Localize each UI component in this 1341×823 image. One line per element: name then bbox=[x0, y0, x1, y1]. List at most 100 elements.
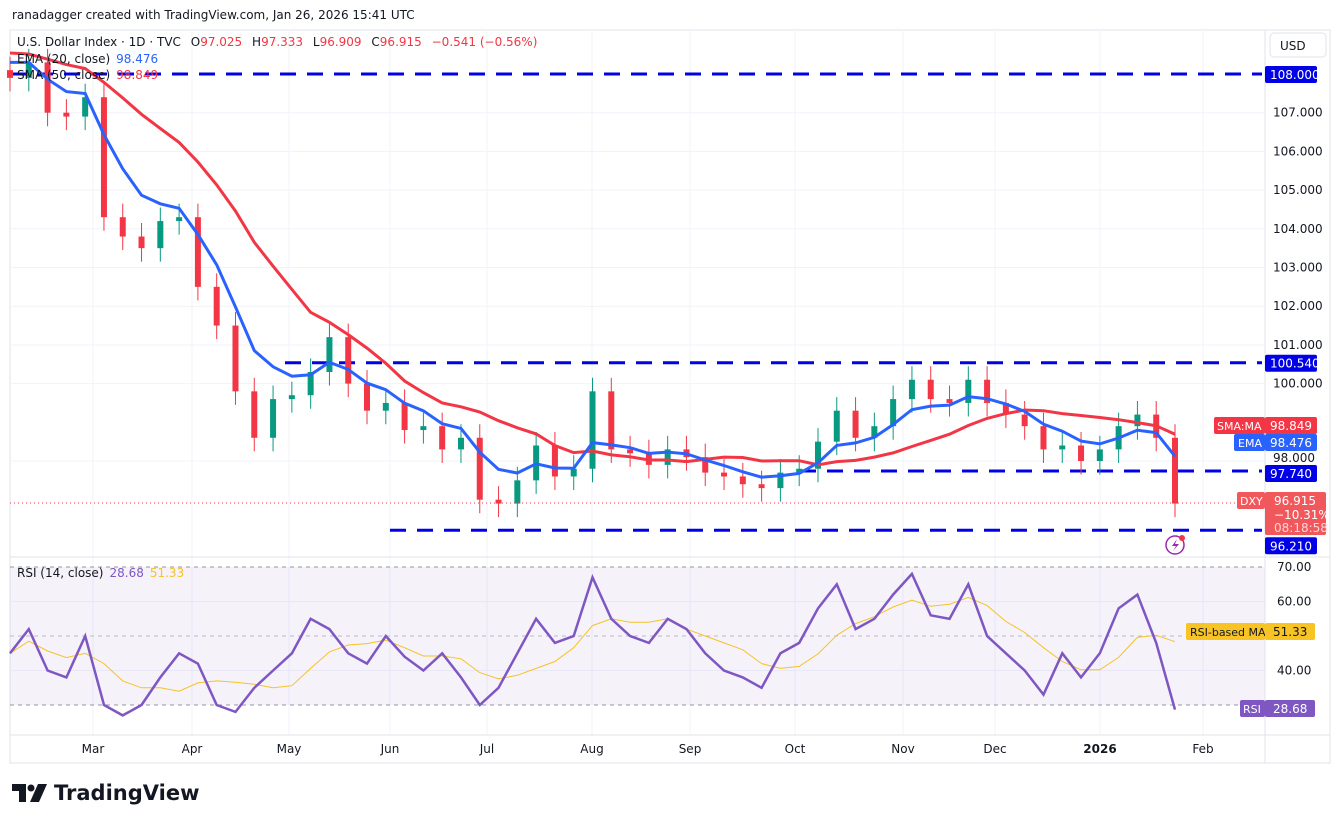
legend-ema: EMA (20, close) 98.476 bbox=[17, 52, 158, 66]
rsi-band bbox=[10, 567, 1265, 705]
svg-text:96.915: 96.915 bbox=[1274, 494, 1316, 508]
rsi-ma-badge: RSI-based MA 51.33 bbox=[1186, 623, 1315, 640]
y-tick-label: 105.000 bbox=[1273, 183, 1323, 197]
candle-body bbox=[777, 472, 784, 489]
candle-body bbox=[946, 399, 953, 403]
legend-ohlc: U.S. Dollar Index · 1D · TVC O97.025 H97… bbox=[17, 35, 537, 49]
x-tick-label: May bbox=[277, 742, 302, 756]
tradingview-logo[interactable]: TradingView bbox=[12, 781, 199, 805]
rsi-tick-label: 70.00 bbox=[1277, 560, 1311, 574]
candle-body bbox=[194, 217, 201, 287]
candle-body bbox=[119, 217, 126, 237]
candle-body bbox=[589, 391, 596, 469]
candle-body bbox=[213, 286, 220, 326]
candle-body bbox=[1078, 445, 1085, 461]
candle-body bbox=[157, 221, 164, 249]
x-tick-label: Aug bbox=[580, 742, 603, 756]
candle-body bbox=[608, 391, 615, 450]
candle-body bbox=[495, 499, 502, 504]
candle-body bbox=[908, 379, 915, 400]
x-tick-label: 2026 bbox=[1083, 742, 1116, 756]
candle-body bbox=[1172, 437, 1178, 504]
candle-body bbox=[664, 449, 671, 465]
svg-text:SMA:MA: SMA:MA bbox=[1217, 420, 1262, 433]
svg-text:DXY: DXY bbox=[1240, 495, 1263, 508]
ema-line bbox=[10, 60, 1177, 479]
candle-body bbox=[927, 379, 934, 400]
y-tick-label: 102.000 bbox=[1273, 299, 1323, 313]
candle-body bbox=[138, 236, 145, 249]
candle-body bbox=[100, 97, 107, 218]
tradingview-logo-text: TradingView bbox=[54, 781, 200, 805]
level-badge bbox=[1265, 354, 1317, 372]
sma-badge: SMA:MA 98.849 bbox=[1214, 417, 1317, 434]
svg-text:08:18:58: 08:18:58 bbox=[1274, 521, 1328, 535]
sma-line bbox=[9, 51, 1176, 467]
y-tick-label: 101.000 bbox=[1273, 338, 1323, 352]
candle-body bbox=[25, 62, 32, 78]
candle-body bbox=[326, 337, 333, 372]
candle-body bbox=[270, 399, 277, 438]
chart-frame bbox=[9, 29, 1331, 764]
candle-body bbox=[382, 402, 389, 411]
candle-body bbox=[721, 472, 728, 477]
levels bbox=[10, 72, 1262, 532]
level-badge-label: 96.210 bbox=[1270, 539, 1312, 553]
svg-text:−10.31%: −10.31% bbox=[1274, 508, 1330, 522]
candle-body bbox=[439, 426, 446, 450]
price-axis[interactable]: 107.000 106.000 105.000 104.000 103.000 102.0… bbox=[1265, 66, 1323, 678]
candle-body bbox=[251, 391, 258, 438]
candle-body bbox=[514, 480, 521, 504]
level-badge bbox=[1265, 465, 1317, 483]
candle-body bbox=[627, 449, 634, 454]
candle-body bbox=[232, 325, 239, 392]
candle-body bbox=[63, 112, 70, 117]
tradingview-logo-icon bbox=[12, 784, 47, 802]
svg-text:28.68: 28.68 bbox=[1273, 702, 1307, 716]
currency-button[interactable] bbox=[1269, 32, 1327, 58]
candle-body bbox=[739, 476, 746, 485]
x-tick-label: Jul bbox=[479, 742, 494, 756]
candle-body bbox=[1096, 449, 1103, 461]
candle-body bbox=[7, 70, 13, 78]
candle-body bbox=[176, 217, 183, 222]
candle-body bbox=[833, 410, 840, 442]
legend-rsi: RSI (14, close) 28.68 51.33 bbox=[17, 566, 184, 580]
candle-body bbox=[702, 457, 709, 473]
candle-body bbox=[1134, 414, 1141, 427]
y-tick-label: 100.000 bbox=[1273, 377, 1323, 391]
svg-text:RSI-based MA: RSI-based MA bbox=[1190, 626, 1266, 639]
level-badge bbox=[1265, 66, 1317, 83]
legend-sma: SMA (50, close) 98.849 bbox=[17, 68, 158, 82]
candle-body bbox=[1002, 402, 1009, 415]
x-tick-label: Dec bbox=[983, 742, 1006, 756]
y-tick-label: 107.000 bbox=[1273, 106, 1323, 120]
candle-body bbox=[570, 468, 577, 477]
y-tick-label: 106.000 bbox=[1273, 144, 1323, 158]
candle-body bbox=[457, 437, 464, 450]
time-axis[interactable]: Mar Apr May Jun Jul Aug Sep Oct Nov Dec 2026 Feb bbox=[82, 742, 1214, 756]
candle-body bbox=[476, 437, 483, 500]
level-badge-label: 97.740 bbox=[1270, 467, 1312, 481]
candle-body bbox=[420, 426, 427, 431]
level-badge-label: 100.540 bbox=[1270, 357, 1320, 371]
x-tick-label: Feb bbox=[1192, 742, 1213, 756]
candle-body bbox=[758, 484, 765, 489]
candle-body bbox=[1059, 445, 1066, 450]
svg-text:EMA: EMA bbox=[1238, 437, 1262, 450]
candle-body bbox=[551, 445, 558, 477]
x-tick-label: Mar bbox=[82, 742, 105, 756]
x-tick-label: Sep bbox=[679, 742, 702, 756]
rsi-line bbox=[9, 571, 1177, 717]
lightning-alert-icon[interactable] bbox=[1165, 535, 1185, 555]
currency-label: USD bbox=[1280, 39, 1306, 53]
candle-body bbox=[1040, 426, 1047, 450]
candle-body bbox=[44, 62, 51, 113]
candle-body bbox=[871, 426, 878, 438]
rsi-tick-label: 60.00 bbox=[1277, 595, 1311, 609]
rsi-ma-line bbox=[9, 596, 1176, 692]
x-tick-label: Apr bbox=[182, 742, 203, 756]
x-tick-label: Nov bbox=[891, 742, 914, 756]
rsi-tick-label: 40.00 bbox=[1277, 664, 1311, 678]
